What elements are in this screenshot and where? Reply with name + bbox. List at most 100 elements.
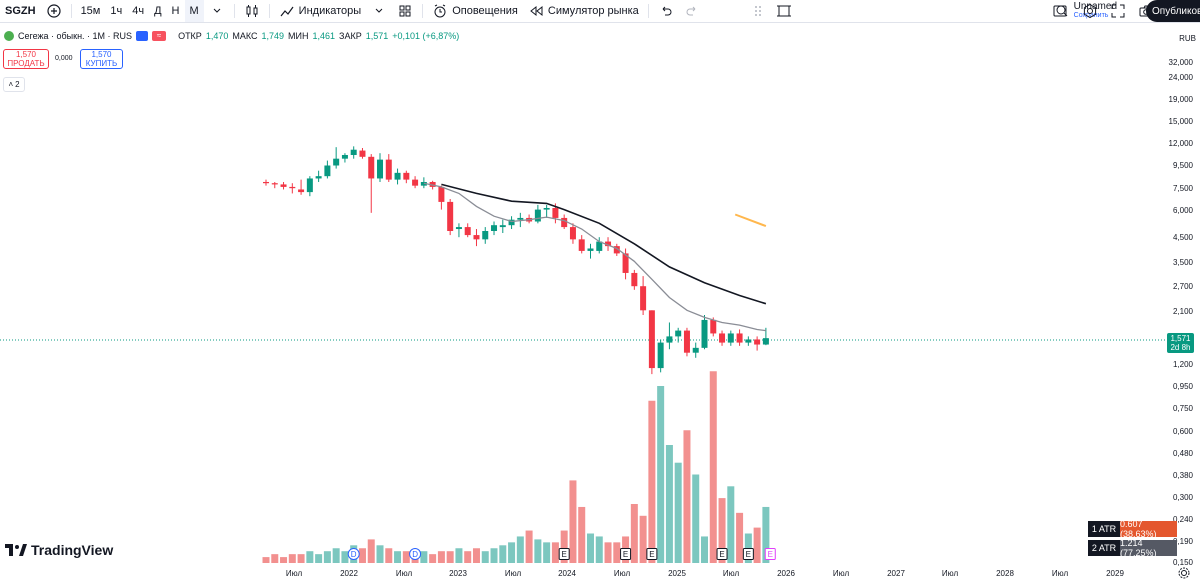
volume-bar [516, 536, 524, 563]
collapse-indicators-button[interactable]: ˄ 2 [3, 77, 25, 92]
volume-bar [297, 554, 305, 563]
buy-button[interactable]: 1,570 КУПИТЬ [80, 49, 123, 69]
volume-bar [727, 486, 735, 563]
candle-body [508, 219, 515, 226]
y-tick-label: 19,000 [1169, 95, 1194, 104]
indicators-dropdown[interactable] [366, 0, 392, 22]
publish-button[interactable]: Опубликовать [1146, 0, 1200, 22]
drag-handle[interactable] [745, 0, 771, 22]
symbol-title[interactable]: Сегежа · обыкн. · 1М · RUS [18, 31, 133, 41]
indicator-lines [423, 182, 767, 332]
alerts-button[interactable]: Оповещения [427, 0, 523, 22]
chart-type-button[interactable] [239, 0, 265, 22]
candle-body [736, 333, 743, 343]
undo-button[interactable] [653, 0, 679, 22]
indicators-button[interactable]: Индикаторы [274, 0, 367, 22]
compare-button[interactable] [41, 0, 67, 22]
candle-body [543, 208, 550, 210]
tradingview-logo[interactable]: TradingView [5, 542, 113, 558]
candle-body [622, 253, 629, 273]
candles [263, 146, 769, 375]
volume-bar [367, 539, 375, 563]
redo-button[interactable] [679, 0, 705, 22]
candle-body [683, 330, 690, 353]
volume-bar [481, 551, 489, 563]
volume-bar [394, 551, 402, 563]
spread-value: 0,000 [55, 55, 73, 62]
volume-bar [315, 554, 323, 563]
price-axis[interactable]: 32,000 24,000 19,000 15,000 12,000 9,500 7,500… [1169, 58, 1194, 567]
settings-gear-icon[interactable] [1082, 3, 1098, 19]
legend-high: 1,749 [261, 31, 285, 41]
fullscreen-select-button[interactable] [771, 0, 797, 22]
atr-1-label: 1 ATR 0.607 (38.63%) [1088, 519, 1177, 539]
dividend-marker [409, 548, 422, 560]
candle-body [710, 319, 717, 334]
buy-price: 1,570 [91, 50, 112, 59]
legend-close-label: ЗАКР [339, 31, 362, 41]
quick-search-icon[interactable] [1054, 3, 1070, 19]
interval-1h[interactable]: 1ч [110, 5, 123, 17]
y-tick-label: 0,750 [1173, 404, 1194, 413]
select-frame-icon [776, 3, 792, 19]
x-tick-label: Июл [286, 569, 303, 578]
volume-bar [534, 539, 542, 563]
earnings-marker-label: E [768, 550, 773, 559]
sell-price: 1,570 [15, 50, 37, 59]
moving-average-black-line [441, 183, 767, 305]
y-tick-label: 0,190 [1173, 537, 1194, 546]
x-tick-label: 2023 [449, 569, 467, 578]
volume-bar [455, 548, 463, 563]
dividend-marker-label: D [412, 550, 418, 559]
sell-button[interactable]: 1,570 ПРОДАТЬ [3, 49, 49, 69]
earnings-marker-label: E [623, 550, 628, 559]
interval-4h[interactable]: 4ч [132, 5, 145, 17]
layouts-button[interactable] [392, 0, 418, 22]
time-axis[interactable]: Июл 2022 Июл 2023 Июл 2024 Июл 2025 Июл 2026 Июл 20… [286, 569, 1125, 578]
layout-name-block: Unnamed Сохранить [1074, 2, 1117, 20]
candle-body [394, 172, 401, 180]
interval-15m[interactable]: 15м [80, 5, 101, 17]
legend-open-label: ОТКР [178, 31, 202, 41]
volume-bar [332, 548, 340, 563]
replay-button[interactable]: Симулятор рынка [523, 0, 644, 22]
divider [70, 4, 72, 18]
legend-open: 1,470 [205, 31, 229, 41]
scale-settings-button[interactable] [1176, 565, 1192, 586]
candle-body [587, 248, 594, 251]
volume-bar [508, 542, 516, 563]
y-tick-label: 15,000 [1169, 117, 1194, 126]
x-tick-label: Июл [1052, 569, 1069, 578]
interval-month[interactable]: М [184, 0, 204, 22]
symbol-search[interactable]: SGZH [5, 5, 36, 17]
gear-icon [1176, 565, 1192, 581]
fullscreen-icon[interactable] [1110, 3, 1126, 19]
volume-bar [639, 515, 647, 563]
candle-body [569, 227, 576, 240]
volume-bars [262, 371, 770, 563]
grid-icon [397, 3, 413, 19]
candle-body [596, 241, 603, 251]
currency-label[interactable]: RUB [1179, 34, 1196, 43]
candle-body [754, 339, 761, 345]
interval-week[interactable]: Н [171, 5, 180, 17]
interval-dropdown[interactable] [204, 0, 230, 22]
y-tick-label: 0,950 [1173, 382, 1194, 391]
earnings-marker [620, 548, 632, 560]
layout-name: Unnamed [1073, 1, 1117, 12]
chevron-down-icon [209, 3, 225, 19]
top-toolbar: SGZH 15м 1ч 4ч Д Н М Индикаторы Оповещен… [0, 0, 1200, 23]
tradingview-wordmark: TradingView [31, 542, 114, 558]
x-tick-label: 2029 [1106, 569, 1124, 578]
candle-body [368, 156, 375, 179]
candle-body [491, 225, 498, 231]
x-tick-label: 2025 [668, 569, 686, 578]
candle-body [289, 186, 296, 189]
y-tick-label: 24,000 [1169, 73, 1194, 82]
volume-bar [665, 445, 673, 563]
candle-body [280, 184, 287, 187]
layout-save-status: Сохранить [1073, 12, 1109, 19]
interval-day[interactable]: Д [154, 5, 162, 17]
